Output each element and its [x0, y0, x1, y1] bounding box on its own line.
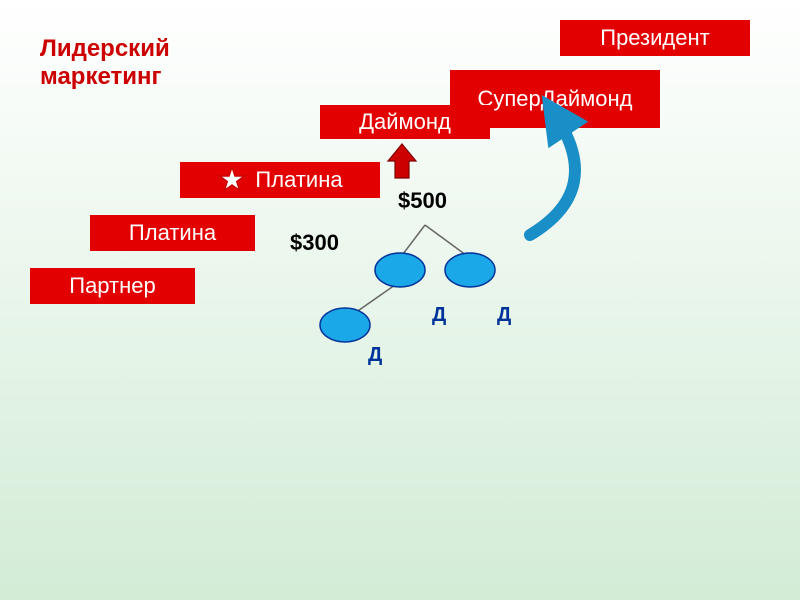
level-partner-label: Партнер	[69, 274, 156, 298]
level-diamond: Даймонд	[320, 105, 490, 139]
level-president-label: Президент	[600, 26, 709, 50]
node-label-d2: Д	[497, 304, 517, 327]
star-icon	[217, 165, 247, 195]
price-500: $500	[398, 188, 458, 214]
price-300: $300	[290, 230, 350, 256]
level-platina-star-label: Платина	[255, 168, 342, 192]
page-title: Лидерский маркетинг	[40, 35, 220, 91]
level-diamond-label: Даймонд	[359, 110, 451, 134]
diagram-stage: Лидерский маркетинг Президент СуперДаймо…	[0, 0, 800, 600]
level-platina-star: Платина	[180, 162, 380, 198]
level-platina: Платина	[90, 215, 255, 251]
level-partner: Партнер	[30, 268, 195, 304]
level-platina-label: Платина	[129, 221, 216, 245]
level-superdiamond-label: СуперДаймонд	[477, 87, 632, 111]
level-president: Президент	[560, 20, 750, 56]
node-label-d3: Д	[368, 344, 388, 367]
node-label-d1: Д	[432, 304, 452, 327]
